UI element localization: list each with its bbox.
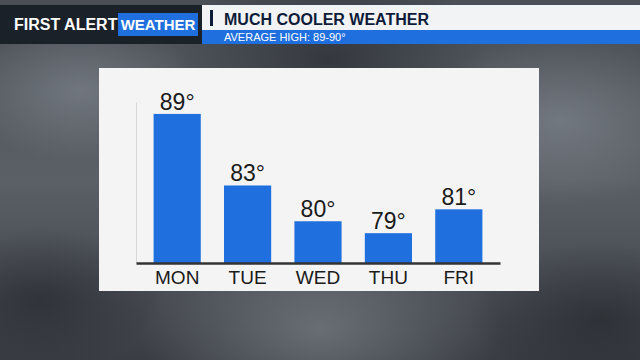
bars [154, 114, 483, 263]
brand-box [0, 5, 202, 44]
title: MUCH COOLER WEATHER [224, 11, 429, 28]
data-label: 89° [160, 89, 195, 115]
data-label: 83° [230, 160, 265, 186]
x-tick-label: WED [296, 267, 340, 288]
y-axis [136, 103, 137, 264]
chart-root: FIRST ALERTWEATHER MUCH COOLER WEATHER AVE… [0, 0, 640, 360]
x-tick-label: TUE [229, 267, 267, 288]
subtitle-box [202, 30, 640, 44]
panel [99, 68, 539, 291]
data-label: 79° [371, 208, 406, 234]
bar [224, 185, 271, 263]
brand-tag-box [118, 13, 198, 36]
brand-tag: WEATHER [121, 16, 196, 33]
data-label: 81° [441, 184, 476, 210]
x-tick: THU [369, 263, 408, 288]
y-axis-line [136, 103, 137, 264]
x-tick: FRI [444, 263, 475, 288]
x-tick: MON [155, 263, 199, 288]
bar [435, 209, 482, 263]
x-tick: TUE [229, 263, 267, 288]
brand: FIRST ALERT [14, 16, 118, 33]
data-label: 80° [301, 196, 336, 222]
x-tick-label: THU [369, 267, 408, 288]
bar [365, 233, 412, 263]
header: FIRST ALERTWEATHER MUCH COOLER WEATHER AVE… [0, 5, 640, 44]
x-axis: MON TUE WED THU FRI [137, 263, 501, 288]
title-separator [210, 10, 213, 26]
x-tick-label: MON [155, 267, 199, 288]
title-box [202, 5, 640, 30]
background [0, 0, 640, 360]
data-labels: 89° 83° 80° 79° 81° [160, 89, 476, 234]
x-axis-line [137, 262, 501, 265]
bar [294, 221, 341, 263]
x-tick-label: FRI [444, 267, 475, 288]
bar [154, 114, 201, 263]
subtitle: AVERAGE HIGH: 89-90° [224, 31, 346, 43]
x-tick: WED [296, 263, 340, 288]
